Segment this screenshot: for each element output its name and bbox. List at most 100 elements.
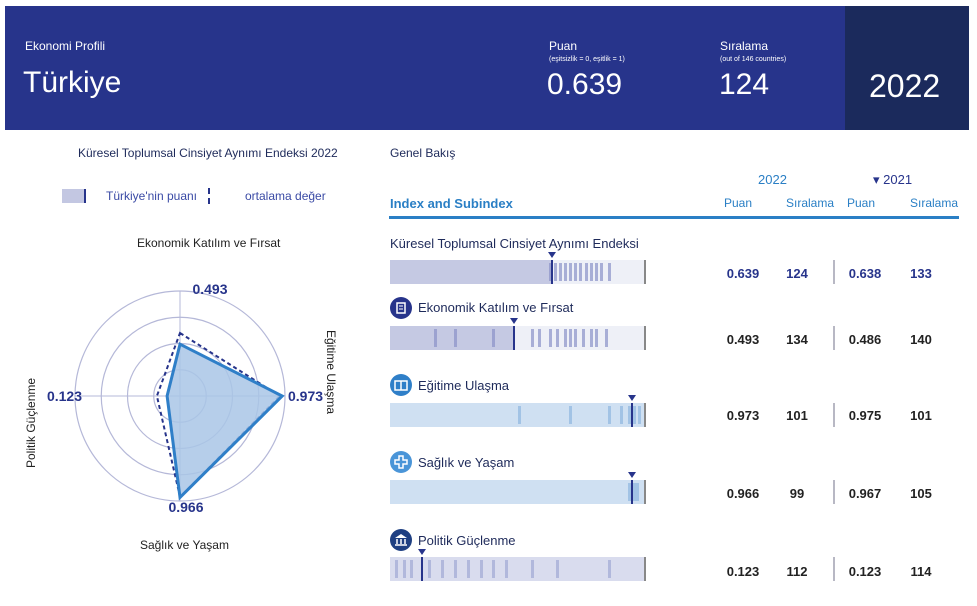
- bar-distribution-tick: [607, 406, 611, 424]
- bar-score-marker: [420, 557, 423, 581]
- radar-value-bottom: 0.966: [168, 499, 203, 515]
- bar-distribution-tick: [466, 560, 470, 578]
- bar-distribution-tick: [553, 263, 557, 281]
- bar-distribution-tick: [492, 560, 496, 578]
- rank-2021-global-index: 133: [910, 266, 932, 281]
- row-label-education: Eğitime Ulaşma: [418, 378, 510, 393]
- score-2022-political: 0.123: [726, 564, 760, 579]
- bar-distribution-tick: [564, 329, 568, 347]
- index-column-header: Index and Subindex: [390, 196, 513, 211]
- bar-distribution-tick: [594, 263, 598, 281]
- bar-distribution-tick: [574, 263, 578, 281]
- row-separator: [833, 403, 835, 427]
- bar-distribution-tick: [594, 329, 598, 347]
- bar-score-marker: [551, 260, 554, 284]
- bar-end-line: [644, 480, 646, 504]
- bar-score-arrow-icon: [627, 395, 636, 401]
- score-value: 0.639: [547, 68, 623, 101]
- bar-distribution-tick: [479, 560, 483, 578]
- radar-chart: 0.493 0.973 0.966 0.123: [47, 281, 323, 515]
- bar-score-fill: [390, 480, 646, 504]
- bar-distribution-tick: [569, 263, 573, 281]
- bar-score-marker: [512, 326, 515, 350]
- profile-label: Ekonomi Profili: [25, 39, 106, 53]
- score-polygon: [165, 342, 285, 501]
- bar-distribution-tick: [607, 263, 611, 281]
- bar-distribution-tick: [628, 406, 632, 424]
- bar-distribution-tick: [628, 483, 632, 501]
- bar-score-fill: [390, 557, 646, 581]
- bar-end-line: [644, 403, 646, 427]
- bar-distribution-tick: [395, 560, 399, 578]
- bar-distribution-tick: [635, 483, 639, 501]
- axis-label-bottom: Sağlık ve Yaşam: [140, 538, 229, 552]
- bar-distribution-tick: [589, 329, 593, 347]
- score-2022-header: Puan: [724, 196, 753, 210]
- bar-distribution-tick: [428, 560, 432, 578]
- bar-distribution-tick: [410, 560, 414, 578]
- score-2021-economic: 0.486: [848, 332, 882, 347]
- row-separator: [833, 480, 835, 504]
- bar-distribution-tick: [433, 329, 437, 347]
- bar-distribution-tick: [589, 263, 593, 281]
- bar-distribution-tick: [556, 560, 560, 578]
- score-2022-education: 0.973: [726, 408, 760, 423]
- row-separator: [833, 557, 835, 581]
- row-label-global-index: Küresel Toplumsal Cinsiyet Aynımı Endeks…: [390, 236, 639, 251]
- rank-2022-economic: 134: [786, 332, 808, 347]
- bar-end-line: [644, 557, 646, 581]
- row-label-political: Politik Güçlenme: [418, 533, 516, 548]
- rank-2022-header: Sıralama: [786, 196, 835, 210]
- bar-score-arrow-icon: [627, 472, 636, 478]
- row-label-health: Sağlık ve Yaşam: [418, 455, 515, 470]
- rank-2021-header: Sıralama: [910, 196, 959, 210]
- rank-2021-education: 101: [910, 408, 932, 423]
- book-icon: [390, 374, 412, 396]
- score-note: (eşitsizlik = 0, eşitlik = 1): [549, 56, 625, 63]
- score-2021-political: 0.123: [848, 564, 882, 579]
- rank-2022-political: 112: [786, 564, 808, 579]
- bar-distribution-tick: [620, 406, 624, 424]
- distribution-bar-global-index: [390, 252, 646, 284]
- score-2021-header: Puan: [847, 196, 876, 210]
- government-building-icon: [390, 529, 412, 551]
- year-value: 2022: [869, 68, 941, 104]
- header-rule: [389, 216, 959, 219]
- bar-distribution-tick: [569, 329, 573, 347]
- distribution-bar-economic: [390, 318, 646, 350]
- row-separator: [833, 260, 835, 284]
- distribution-bar-political: [390, 549, 646, 581]
- score-2021-education: 0.975: [848, 408, 882, 423]
- row-label-economic: Ekonomik Katılım ve Fırsat: [418, 300, 574, 315]
- legend-score-label: Türkiye'nin puanı: [106, 189, 198, 203]
- bar-distribution-tick: [538, 329, 542, 347]
- bar-score-marker: [630, 480, 633, 504]
- bar-distribution-tick: [402, 560, 406, 578]
- legend-avg-swatch: [208, 188, 210, 204]
- bar-distribution-tick: [574, 329, 578, 347]
- bar-end-line: [644, 326, 646, 350]
- bar-distribution-tick: [579, 263, 583, 281]
- score-label: Puan: [549, 39, 578, 53]
- row-separator: [833, 326, 835, 350]
- bar-end-line: [644, 260, 646, 284]
- overview-title: Genel Bakış: [390, 146, 456, 160]
- bar-distribution-tick: [505, 560, 509, 578]
- legend-avg-label: ortalama değer: [245, 189, 326, 203]
- bar-distribution-tick: [530, 560, 534, 578]
- bar-distribution-tick: [607, 560, 611, 578]
- score-2022-economic: 0.493: [726, 332, 760, 347]
- year-current-header: 2022: [758, 172, 787, 187]
- bar-distribution-tick: [569, 406, 573, 424]
- bar-score-marker: [630, 403, 633, 427]
- bar-distribution-tick: [556, 329, 560, 347]
- score-2021-health: 0.967: [848, 486, 882, 501]
- bar-distribution-tick: [633, 483, 637, 501]
- radar-value-left: 0.123: [47, 388, 82, 404]
- year-prev-header: ▾ 2021: [873, 172, 913, 187]
- bar-distribution-tick: [548, 263, 552, 281]
- health-cross-icon: [390, 451, 412, 473]
- rank-2022-education: 101: [786, 408, 808, 423]
- axis-label-top: Ekonomik Katılım ve Fırsat: [137, 236, 281, 250]
- rank-value: 124: [719, 68, 770, 101]
